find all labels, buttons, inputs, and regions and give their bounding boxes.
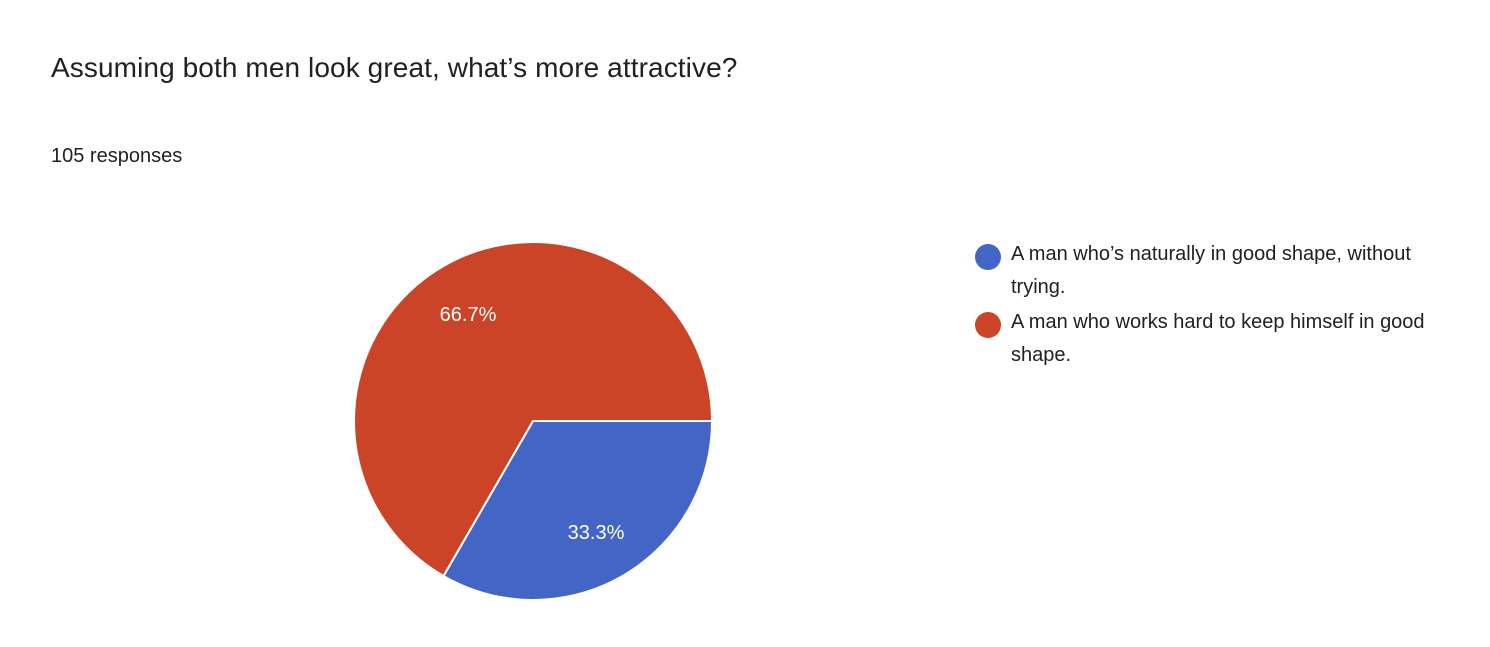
legend-dot-icon bbox=[975, 312, 1001, 338]
slice-label-naturally-fit: 33.3% bbox=[568, 522, 625, 544]
chart-legend: A man who’s naturally in good shape, wit… bbox=[975, 238, 1445, 374]
legend-label: A man who’s naturally in good shape, wit… bbox=[1011, 243, 1411, 298]
legend-label: A man who works hard to keep himself in … bbox=[1011, 311, 1425, 366]
pie-slice-works-hard[interactable] bbox=[353, 241, 714, 578]
pie-slice-naturally-fit[interactable] bbox=[442, 420, 714, 601]
legend-item-works-hard[interactable]: A man who works hard to keep himself in … bbox=[975, 306, 1445, 372]
question-title: Assuming both men look great, what’s mor… bbox=[51, 52, 738, 83]
response-count: 105 responses bbox=[51, 145, 183, 167]
legend-item-naturally-fit[interactable]: A man who’s naturally in good shape, wit… bbox=[975, 238, 1445, 304]
legend-dot-icon bbox=[975, 244, 1001, 270]
slice-label-works-hard: 66.7% bbox=[440, 304, 497, 326]
